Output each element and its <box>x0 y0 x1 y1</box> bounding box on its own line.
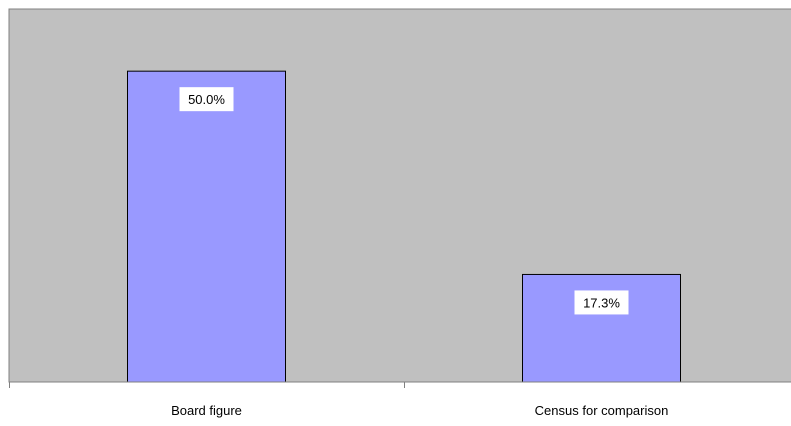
x-tick-label-0: Board figure <box>171 403 242 418</box>
x-tick-label-1: Census for comparison <box>535 403 669 418</box>
data-label-text: 50.0% <box>188 92 225 107</box>
bar-0 <box>127 70 286 383</box>
data-label-1: 17.3% <box>574 290 629 315</box>
data-label-box <box>179 87 234 112</box>
data-label-box <box>574 290 629 315</box>
data-label-0: 50.0% <box>179 87 234 112</box>
data-label-text: 17.3% <box>583 295 620 310</box>
